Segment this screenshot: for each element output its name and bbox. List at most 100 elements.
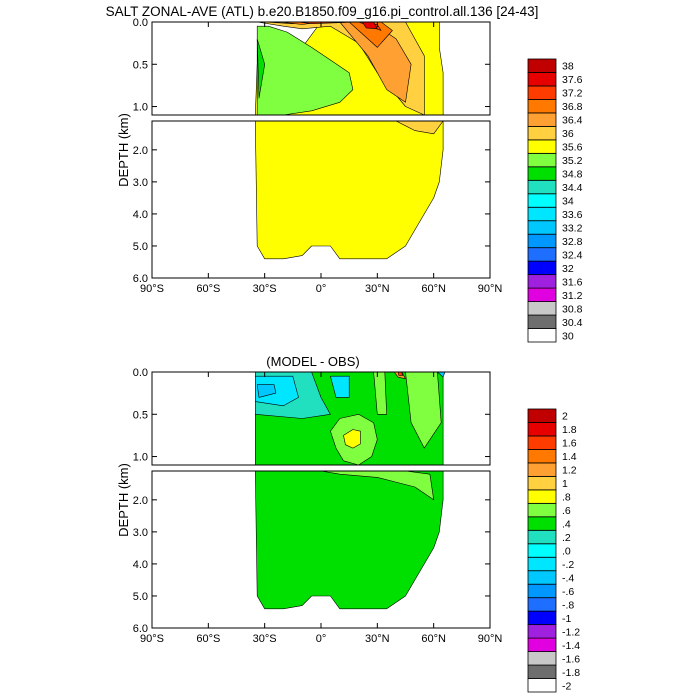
panel-title: (MODEL - OBS)	[266, 354, 359, 369]
colorbar-swatch	[527, 139, 557, 154]
colorbar-label: 33.2	[562, 223, 583, 235]
colorbar-swatch	[527, 287, 557, 302]
colorbar-label: .2	[562, 532, 571, 544]
colorbar-label: -.4	[562, 573, 574, 585]
colorbar-swatch	[527, 543, 557, 558]
colorbar: 21.81.61.41.21.8.6.4.2.0-.2-.4-.6-.8-1-1…	[527, 408, 580, 693]
x-tick-label: 0°	[316, 283, 327, 295]
colorbar-swatch	[527, 637, 557, 652]
y-tick-label: 5.0	[133, 241, 148, 253]
y-tick-label: 1.0	[133, 102, 148, 114]
y-tick-label: 4.0	[133, 209, 148, 221]
colorbar-label: 1.2	[562, 465, 577, 477]
colorbar-label: 30	[562, 330, 574, 342]
panels: 90°S 60°S 30°S 0° 30°N 60°N 90°N0.00.51.02.03.…	[116, 17, 583, 693]
colorbar-label: 34.8	[562, 169, 583, 181]
contour-region	[437, 372, 446, 378]
colorbar-label: 30.8	[562, 303, 583, 315]
contour-region	[343, 429, 361, 449]
contour-region	[256, 25, 354, 115]
y-tick-label: 1.0	[133, 452, 148, 464]
colorbar-label: 35.6	[562, 142, 583, 154]
colorbar-swatch	[527, 475, 557, 491]
colorbar-label: 31.2	[562, 290, 583, 302]
y-tick-label: 3.0	[133, 527, 148, 539]
colorbar-swatch	[527, 449, 557, 464]
panel-2: (MODEL - OBS) 90°S 60°S 30°S 0° 30°N 60°N 90°N 0…	[116, 354, 580, 693]
colorbar-label: 30.4	[562, 317, 583, 329]
colorbar-swatch	[527, 166, 557, 181]
colorbar-swatch	[527, 408, 557, 423]
y-tick-label: 4.0	[133, 559, 148, 571]
contour-region	[320, 471, 435, 501]
colorbar-swatch	[527, 651, 557, 666]
colorbar-label: 36.8	[562, 101, 583, 113]
y-tick-label: 6.0	[133, 623, 148, 635]
colorbar-label: -1.4	[562, 640, 580, 652]
x-tick-label: 30°S	[253, 633, 277, 645]
y-axis-label: DEPTH (km)	[116, 113, 131, 187]
colorbar-label: 1.4	[562, 451, 577, 463]
y-tick-label: 0.0	[133, 17, 148, 29]
colorbar-swatch	[527, 502, 557, 518]
colorbar-label: 36.4	[562, 115, 583, 127]
contour-region	[330, 375, 350, 398]
contour-region	[395, 121, 444, 135]
x-tick-label: 30°N	[365, 283, 390, 295]
y-axis-label: DEPTH (km)	[116, 463, 131, 537]
contour-region	[256, 384, 277, 398]
colorbar-label: 32.8	[562, 236, 583, 248]
colorbar-swatch	[527, 435, 557, 450]
upper-contours	[255, 372, 446, 465]
colorbar-swatch	[527, 179, 557, 195]
contour-region	[255, 375, 299, 407]
x-tick-label: 30°N	[365, 633, 390, 645]
upper-contours	[255, 22, 444, 115]
colorbar-swatch	[527, 516, 557, 531]
colorbar: 3837.637.236.836.43635.635.234.834.43433…	[527, 58, 583, 343]
y-tick-label: 3.0	[133, 177, 148, 189]
colorbar-swatch	[527, 206, 557, 222]
contour-region	[255, 121, 444, 260]
y-tick-label: 2.0	[133, 495, 148, 507]
colorbar-label: 34.4	[562, 182, 583, 194]
contour-region	[405, 372, 442, 449]
y-tick-label: 0.5	[133, 409, 148, 421]
colorbar-label: .8	[562, 492, 571, 504]
y-tick-label: 2.0	[133, 145, 148, 157]
y-tick-label: 6.0	[133, 273, 148, 285]
colorbar-label: -2	[562, 680, 571, 692]
y-tick-label: 0.5	[133, 59, 148, 71]
colorbar-swatch	[527, 233, 557, 249]
colorbar-label: 2	[562, 411, 568, 423]
colorbar-swatch	[527, 583, 557, 599]
colorbar-label: 1.8	[562, 424, 577, 436]
colorbar-label: 34	[562, 196, 574, 208]
colorbar-label: 33.6	[562, 209, 583, 221]
lower-contours	[255, 121, 444, 260]
colorbar-swatch	[527, 99, 557, 114]
colorbar-label: -1.8	[562, 667, 580, 679]
y-tick-label: 0.0	[133, 367, 148, 379]
colorbar-swatch	[527, 193, 557, 208]
contour-region	[397, 372, 404, 376]
colorbar-swatch	[527, 274, 557, 289]
contour-region	[373, 372, 388, 415]
figure-title: SALT ZONAL-AVE (ATL) b.e20.B1850.f09_g16…	[106, 4, 539, 19]
colorbar-swatch	[527, 220, 557, 235]
x-tick-label: 60°S	[196, 633, 220, 645]
colorbar-swatch	[527, 328, 557, 343]
colorbar-swatch	[527, 597, 557, 612]
contour-region	[256, 38, 266, 99]
contour-region	[298, 22, 382, 31]
colorbar-label: 36	[562, 128, 574, 140]
colorbar-label: 32.4	[562, 249, 583, 261]
colorbar-label: 32	[562, 263, 574, 275]
lower-contours	[255, 471, 444, 610]
colorbar-swatch	[527, 624, 557, 639]
panel-1: 90°S 60°S 30°S 0° 30°N 60°N 90°N 0.0 0.5 1.0 2.0 3.…	[116, 17, 583, 343]
colorbar-swatch	[527, 58, 557, 73]
colorbar-swatch	[527, 664, 557, 679]
x-tick-label: 60°N	[421, 283, 446, 295]
